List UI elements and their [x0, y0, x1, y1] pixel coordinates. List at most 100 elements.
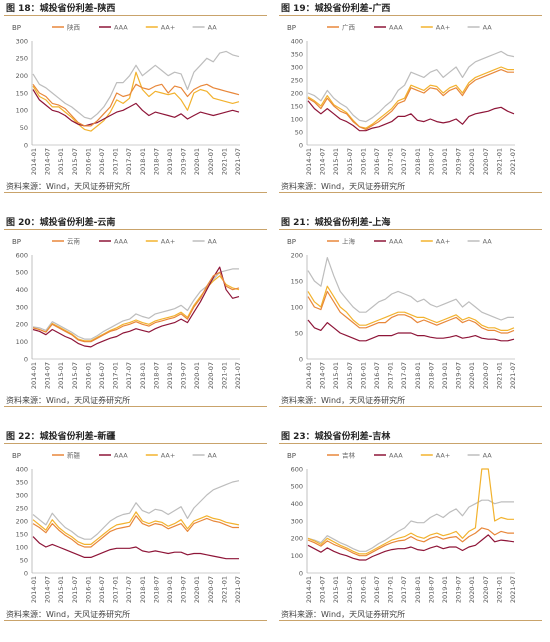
- x-tick-label: 2014-07: [319, 148, 327, 175]
- legend-label: AA+: [436, 238, 451, 246]
- x-tick-label: 2015-07: [346, 148, 354, 175]
- y-axis-label: BP: [287, 452, 296, 460]
- x-tick-label: 2015-07: [71, 148, 79, 175]
- x-tick-label: 2019-07: [455, 148, 463, 175]
- source-note: 资料来源：Wind，天风证券研究所: [281, 396, 406, 405]
- x-tick-label: 2015-01: [57, 362, 65, 389]
- y-tick-label: 150: [291, 102, 303, 110]
- series-line-吉林: [307, 527, 514, 557]
- x-tick-label: 2014-01: [305, 362, 313, 389]
- y-tick-label: 200: [16, 72, 28, 80]
- title-rule: [4, 15, 267, 16]
- x-tick-label: 2021-01: [495, 362, 503, 389]
- series-line-陕西: [32, 83, 240, 127]
- x-tick-label: 2019-07: [180, 148, 188, 175]
- panel-guangxi: 图 19：城投省份利差-广西 BP 广西 AAA AA+ AA 0 50 100 150 200 2…: [275, 0, 550, 214]
- source-note: 资料来源：Wind，天风证券研究所: [281, 182, 406, 191]
- x-tick-label: 2016-07: [373, 576, 381, 603]
- x-tick-label: 2019-01: [441, 148, 449, 175]
- x-tick-label: 2015-07: [346, 362, 354, 389]
- y-tick-label: 0: [299, 569, 303, 577]
- y-tick-label: 400: [291, 37, 303, 45]
- x-tick-label: 2016-01: [84, 362, 92, 389]
- x-tick-label: 2017-07: [125, 576, 133, 603]
- x-tick-label: 2020-01: [193, 362, 201, 389]
- y-tick-label: 100: [16, 107, 28, 115]
- line-chart: BP 新疆 AAA AA+ AA 0 50 100 150 200 250 300 350 400 2014…: [12, 451, 242, 604]
- x-tick-label: 2018-01: [139, 362, 147, 389]
- series-line-AAA: [32, 536, 239, 560]
- legend-label: AA+: [436, 24, 451, 32]
- x-tick-label: 2016-07: [98, 576, 106, 603]
- legend-label: AAA: [389, 238, 403, 246]
- x-tick-label: 2019-07: [180, 362, 188, 389]
- x-tick-label: 2018-01: [414, 362, 422, 389]
- x-tick-label: 2019-01: [166, 362, 174, 389]
- x-tick-label: 2020-07: [207, 148, 215, 175]
- x-tick-label: 2016-07: [98, 148, 106, 175]
- series-line-AA: [307, 257, 514, 321]
- legend-label: AA: [483, 238, 493, 246]
- y-tick-label: 300: [291, 517, 303, 525]
- x-tick-label: 2018-07: [427, 148, 435, 175]
- y-tick-label: 200: [16, 517, 28, 525]
- y-tick-label: 100: [16, 543, 28, 551]
- x-tick-label: 2015-01: [57, 576, 65, 603]
- y-tick-label: 300: [16, 303, 28, 311]
- series-line-AAA: [307, 534, 515, 561]
- y-tick-label: 0: [299, 355, 303, 363]
- title-rule: [279, 229, 542, 230]
- y-tick-label: 350: [291, 50, 303, 58]
- x-tick-label: 2014-07: [44, 362, 52, 389]
- x-tick-label: 2018-01: [414, 148, 422, 175]
- series-line-AA: [32, 480, 240, 540]
- series-line-云南: [32, 271, 240, 343]
- x-tick-label: 2017-07: [400, 576, 408, 603]
- x-tick-label: 2014-01: [305, 148, 313, 175]
- panel-title: 图 18：城投省份利差-陕西: [6, 4, 116, 14]
- x-tick-label: 2017-01: [112, 362, 120, 389]
- x-tick-label: 2016-01: [359, 362, 367, 389]
- y-tick-label: 100: [16, 338, 28, 346]
- legend-label: 上海: [342, 237, 356, 246]
- x-tick-label: 2016-07: [373, 148, 381, 175]
- legend-label: AAA: [114, 24, 128, 32]
- series-line-AA: [307, 50, 515, 123]
- y-tick-label: 50: [20, 556, 28, 564]
- y-tick-label: 50: [295, 128, 303, 136]
- x-tick-label: 2014-07: [319, 362, 327, 389]
- x-tick-label: 2015-01: [332, 576, 340, 603]
- y-tick-label: 0: [24, 141, 28, 149]
- legend-label: 吉林: [342, 451, 356, 460]
- panel-shaanxi: 图 18：城投省份利差-陕西 BP 陕西 AAA AA+ AA 0 50 100 150 200 2…: [0, 0, 275, 214]
- source-rule: [4, 192, 267, 193]
- legend-label: AAA: [389, 24, 403, 32]
- panel-title: 图 19：城投省份利差-广西: [281, 4, 391, 14]
- legend-label: AA: [483, 452, 493, 460]
- x-tick-label: 2016-01: [359, 576, 367, 603]
- legend-label: 广西: [342, 23, 356, 32]
- legend-label: AA: [208, 452, 218, 460]
- x-tick-label: 2021-07: [509, 148, 517, 175]
- x-tick-label: 2018-07: [152, 576, 160, 603]
- line-chart: BP 广西 AAA AA+ AA 0 50 100 150 200 250 300 350 400 2014…: [287, 23, 517, 176]
- y-tick-label: 400: [291, 500, 303, 508]
- y-tick-label: 150: [16, 89, 28, 97]
- title-rule: [279, 15, 542, 16]
- y-tick-label: 200: [291, 251, 303, 259]
- x-tick-label: 2015-01: [57, 148, 65, 175]
- x-tick-label: 2016-01: [84, 576, 92, 603]
- x-tick-label: 2021-07: [509, 362, 517, 389]
- title-rule: [4, 229, 267, 230]
- y-tick-label: 250: [16, 504, 28, 512]
- x-tick-label: 2018-07: [152, 362, 160, 389]
- y-tick-label: 50: [20, 124, 28, 132]
- y-tick-label: 500: [291, 483, 303, 491]
- x-tick-label: 2017-01: [387, 576, 395, 603]
- x-tick-label: 2021-07: [509, 576, 517, 603]
- y-tick-label: 200: [291, 89, 303, 97]
- line-chart: BP 云南 AAA AA+ AA 0 100 200 300 400 500 600 2014-01 20…: [12, 237, 242, 390]
- series-line-新疆: [32, 515, 239, 548]
- legend-label: AAA: [114, 238, 128, 246]
- series-line-AA+: [307, 285, 515, 332]
